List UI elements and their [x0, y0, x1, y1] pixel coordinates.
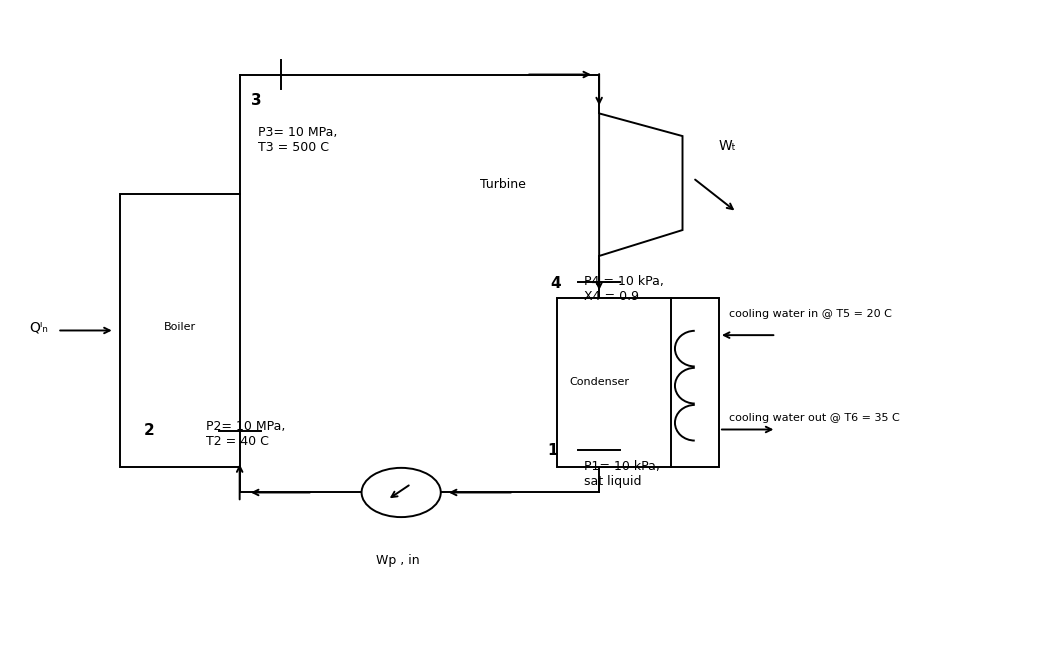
Text: Wₜ: Wₜ [719, 139, 737, 153]
Bar [120, 194, 240, 467]
Text: cooling water in @ T5 = 20 C: cooling water in @ T5 = 20 C [729, 309, 892, 319]
Text: Wp , in: Wp , in [376, 554, 420, 567]
Text: Boiler: Boiler [164, 322, 196, 332]
Text: P4 = 10 kPa,
X4 = 0.9: P4 = 10 kPa, X4 = 0.9 [584, 275, 664, 303]
Text: Condenser: Condenser [569, 377, 629, 388]
Text: 3: 3 [251, 93, 262, 108]
Text: P2= 10 MPa,
T2 = 40 C: P2= 10 MPa, T2 = 40 C [206, 420, 286, 448]
Polygon shape [599, 113, 683, 256]
Text: 2: 2 [144, 423, 154, 439]
Bar [557, 298, 719, 467]
Text: 4: 4 [550, 275, 561, 291]
Text: cooling water out @ T6 = 35 C: cooling water out @ T6 = 35 C [729, 413, 900, 423]
Text: 1: 1 [547, 443, 557, 458]
Text: Qᴵₙ: Qᴵₙ [29, 320, 48, 334]
Circle shape [362, 468, 441, 517]
Text: P1= 10 kPa,
sat liquid: P1= 10 kPa, sat liquid [584, 460, 660, 488]
Text: P3= 10 MPa,
T3 = 500 C: P3= 10 MPa, T3 = 500 C [258, 126, 338, 154]
Text: Turbine: Turbine [480, 178, 526, 191]
